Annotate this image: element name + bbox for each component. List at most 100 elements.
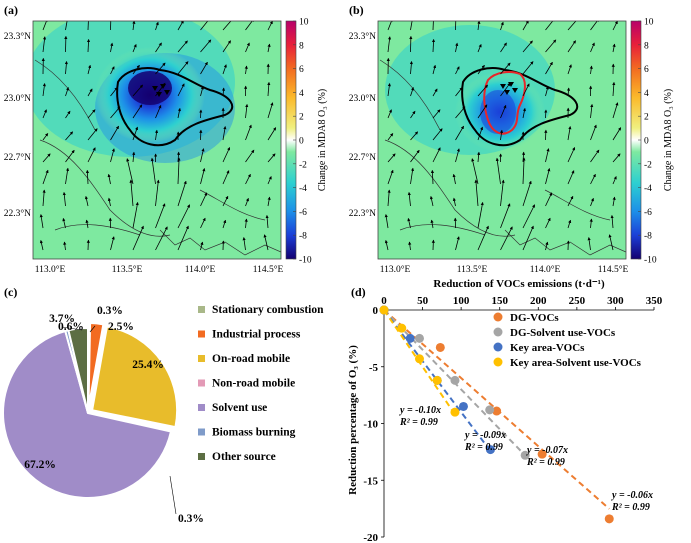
leader-line	[169, 475, 177, 515]
fit-r2: R² = 0.99	[399, 417, 438, 428]
wind-vector	[567, 147, 576, 163]
wind-vector	[263, 234, 269, 251]
colorbar-tick-label: 2	[299, 113, 304, 123]
wind-vector	[612, 153, 621, 163]
colorbar-a-ticks: 10 8 6 4 2 0 -2 -4 -6 -8 -10	[293, 18, 312, 266]
wind-vector	[522, 180, 532, 207]
data-point	[537, 449, 547, 459]
wind-vector	[222, 40, 231, 53]
wind-vector	[177, 204, 190, 229]
data-point	[458, 401, 468, 411]
wind-vector	[64, 60, 68, 75]
fit-equation: y = -0.09x	[464, 430, 506, 441]
wind-vector	[267, 153, 276, 163]
pie-legend: Stationary combustion Industrial process O…	[198, 304, 324, 463]
map-a-wind-vectors	[39, 21, 277, 251]
wind-vector	[522, 83, 530, 97]
wind-vector	[387, 153, 396, 163]
pie-slice-label: 3.7%	[49, 313, 75, 325]
data-point	[450, 375, 460, 385]
legend-marker	[493, 312, 503, 322]
wind-vector	[155, 203, 166, 229]
wind-vector	[245, 42, 250, 53]
wind-vector	[65, 21, 68, 31]
fit-equation: y = -0.07x	[526, 445, 568, 456]
colorbar-b-label: Change in MDA8 O₃ (%)	[663, 89, 674, 191]
lon-tick: 114.0°E	[530, 264, 561, 275]
lon-tick: 113.5°E	[112, 264, 143, 275]
pie-slice-label: 0.3%	[178, 513, 204, 525]
wind-vector	[522, 21, 529, 31]
wind-vector	[110, 66, 115, 75]
wind-vector	[455, 125, 464, 141]
fit-r2: R² = 0.99	[464, 442, 503, 453]
wind-vector	[155, 82, 166, 97]
colorbar-a-label: Change in MDA8 O₃ (%)	[317, 89, 328, 191]
wind-vector	[545, 61, 553, 75]
map-a-min	[128, 71, 172, 105]
pie-slice	[2, 329, 173, 499]
map-a-boundaries	[34, 59, 266, 237]
pie-slice	[90, 325, 179, 429]
wind-vector	[155, 62, 166, 75]
wind-vector	[222, 147, 231, 163]
wind-vector	[155, 179, 160, 207]
wind-vector	[567, 195, 574, 207]
wind-vector	[477, 104, 488, 119]
map-b	[378, 21, 626, 259]
chart-d-axes: 0 50 100 150 200 250 300 350 0 -5 -10 -15 -20	[363, 295, 662, 543]
wind-vector	[244, 65, 248, 75]
wind-vector	[222, 64, 227, 75]
lat-tick: 23.3°N	[4, 31, 31, 42]
wind-vector	[87, 88, 93, 97]
wind-vector	[132, 225, 144, 251]
colorbar-tick-label: 6	[299, 65, 304, 75]
wind-vector	[245, 103, 249, 119]
data-point	[485, 405, 495, 415]
lon-tick: 113.0°E	[380, 264, 411, 275]
wind-vector	[132, 84, 143, 97]
legend-swatch	[198, 330, 205, 338]
wind-vector	[500, 179, 505, 207]
wind-vector	[408, 241, 412, 251]
wind-vector	[129, 179, 134, 207]
pie-slice	[87, 322, 105, 409]
wind-vector	[65, 131, 74, 141]
dg-boundary-a	[116, 67, 234, 147]
legend-label: DG-Solvent use-VOCs	[510, 327, 616, 339]
map-b-stations	[500, 82, 518, 95]
wind-vector	[499, 129, 504, 141]
wind-vector	[42, 189, 46, 207]
wind-vector	[200, 61, 208, 75]
data-point	[492, 406, 502, 416]
wind-vector	[407, 217, 411, 229]
wind-vector	[431, 38, 436, 53]
panel-b: (b) 23.3°N 23.0°N 22.7°N 22.3°N 113.0°E …	[349, 3, 674, 275]
wind-vector	[42, 21, 48, 31]
panel-a: (a) 23.3°N 23.0°N 22.7°N 22.3°N 113.0°E …	[4, 3, 328, 275]
wind-vector	[590, 103, 594, 119]
wind-vector	[567, 21, 579, 31]
map-b-coast	[504, 229, 626, 256]
wind-vector	[452, 173, 456, 185]
wind-vector	[132, 151, 136, 163]
lon-tick: 113.0°E	[35, 264, 66, 275]
wind-vector	[430, 219, 434, 229]
panel-c: (c) 0.3% 2.5% 25.4% 0.3% 67.2% 0.6%3.7% Stati…	[2, 285, 324, 525]
wind-vector	[132, 64, 140, 75]
wind-vector	[430, 169, 435, 185]
wind-vector	[42, 153, 51, 163]
wind-vector	[432, 88, 438, 97]
x-tick-label: 100	[453, 295, 470, 307]
wind-vector	[455, 236, 460, 251]
map-a	[33, 21, 281, 259]
wind-vector	[200, 148, 205, 163]
chart-d-legend: DG-VOCs DG-Solvent use-VOCs Key area-VOCs K…	[493, 312, 642, 369]
wind-vector	[110, 42, 114, 53]
wind-vector	[110, 236, 115, 251]
wind-vector	[245, 149, 255, 163]
wind-vector	[132, 43, 137, 53]
legend-swatch	[198, 355, 205, 362]
legend-label: Industrial process	[212, 329, 301, 341]
x-tick-label: 0	[381, 295, 387, 307]
